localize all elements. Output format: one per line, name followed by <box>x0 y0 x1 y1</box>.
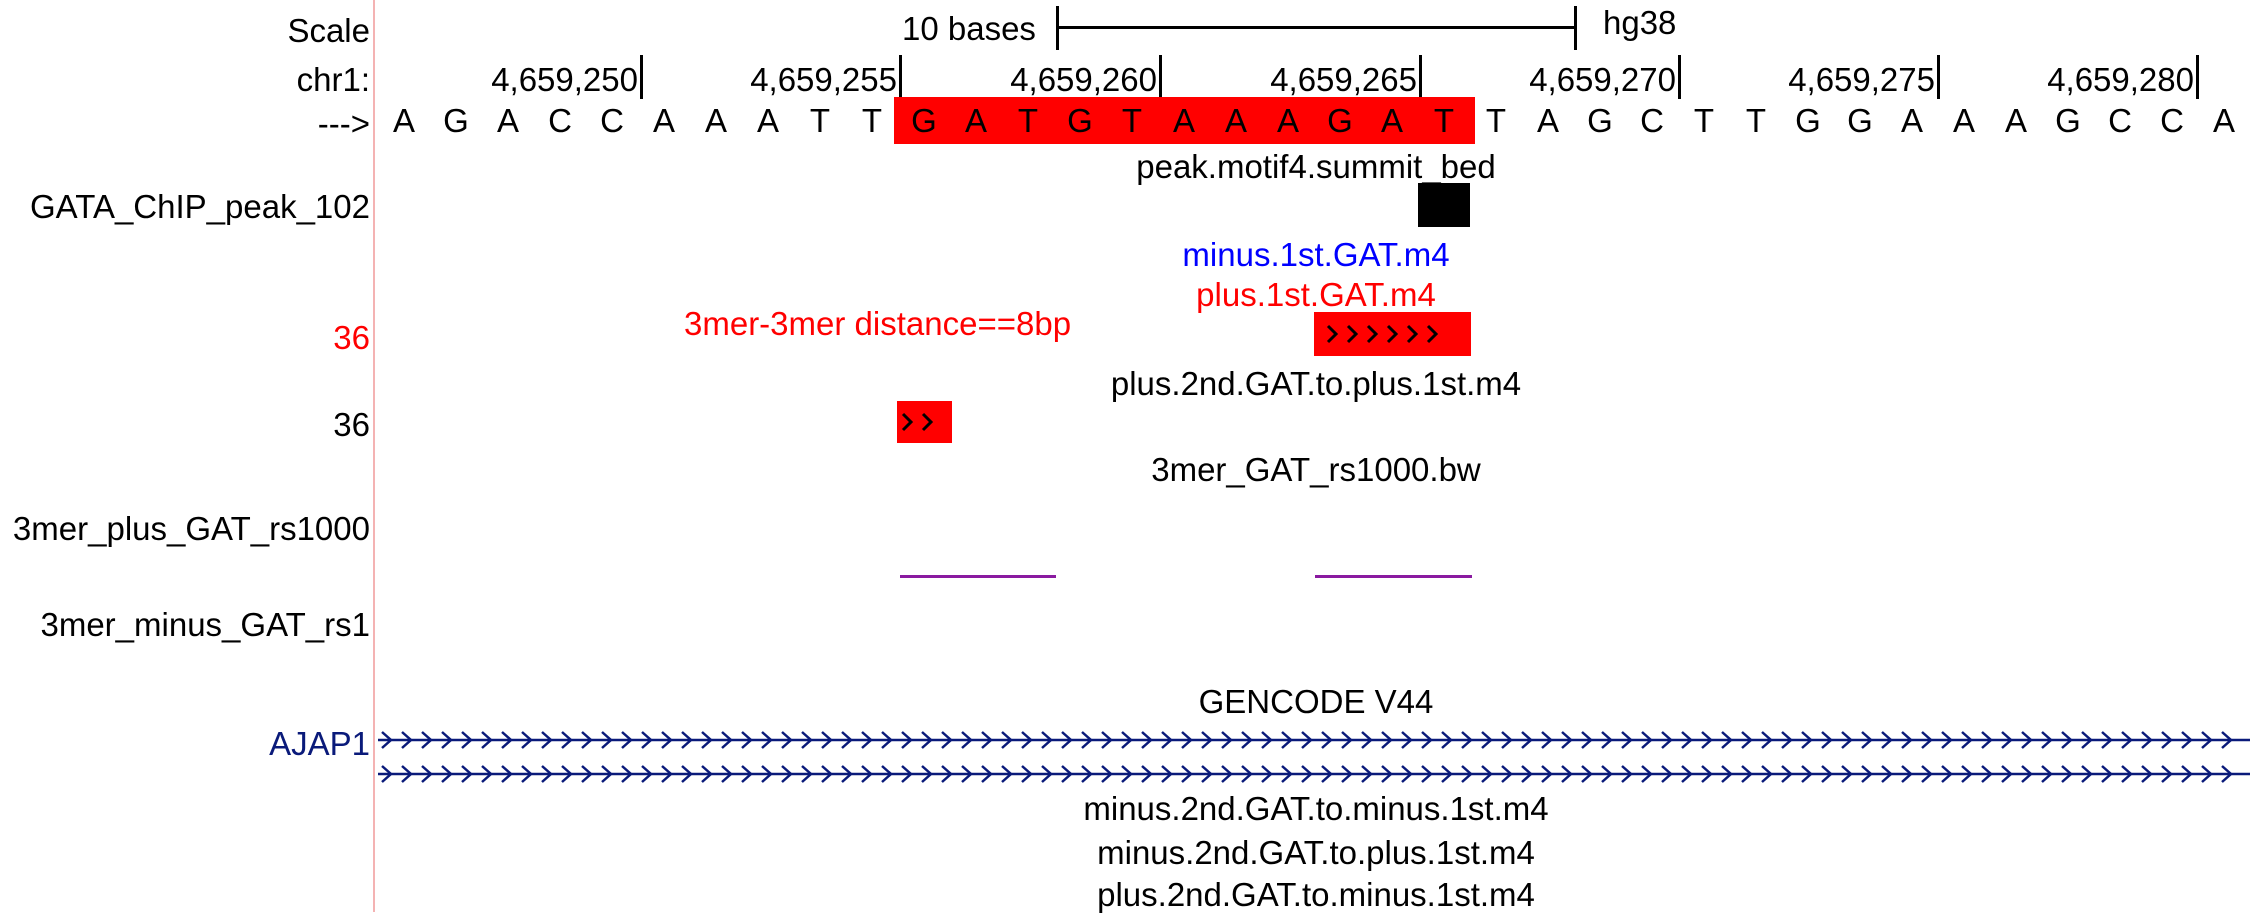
track-label-plus-gat[interactable]: 3mer_plus_GAT_rs1000 <box>12 510 370 547</box>
right-chevron-icon <box>901 412 934 432</box>
sequence-base: G <box>2055 102 2081 139</box>
track-score-black: 36 <box>333 406 370 443</box>
track-title-plus2-to-minus1: plus.2nd.GAT.to.minus.1st.m4 <box>1097 876 1535 913</box>
sequence-base: A <box>2004 102 2028 139</box>
scale-bar-label: 10 bases <box>902 10 1036 47</box>
sequence-base: G <box>1795 102 1821 139</box>
sequence-base: A <box>652 102 676 139</box>
plus-1st-gat-feature[interactable] <box>1314 312 1471 356</box>
track-title-bigwig: 3mer_GAT_rs1000.bw <box>1151 451 1481 488</box>
track-title-summit-bed: peak.motif4.summit_bed <box>1136 148 1496 185</box>
sequence-base: A <box>2212 102 2236 139</box>
track-title-plus2-to-plus1: plus.2nd.GAT.to.plus.1st.m4 <box>1110 365 1522 402</box>
ruler-tick <box>1159 55 1162 99</box>
sequence-base: A <box>964 102 988 139</box>
sequence-base: A <box>496 102 520 139</box>
right-chevron-icon <box>1326 324 1439 344</box>
sequence-base: A <box>1536 102 1560 139</box>
sequence-base: A <box>1952 102 1976 139</box>
sequence-base: C <box>2108 102 2132 139</box>
sequence-base: C <box>1640 102 1664 139</box>
ruler-tick <box>1419 55 1422 99</box>
ruler-position-label: 4,659,280 <box>2047 61 2194 98</box>
sequence-base: A <box>1900 102 1924 139</box>
sequence-base: T <box>1693 102 1715 139</box>
track-label-column: Scale chr1: ---> GATA_ChIP_peak_102 36 3… <box>0 0 370 912</box>
sequence-base: A <box>1172 102 1196 139</box>
sequence-base: G <box>1327 102 1353 139</box>
sequence-base: A <box>392 102 416 139</box>
track-gutter-divider <box>373 0 375 912</box>
ruler-position-label: 4,659,270 <box>1529 61 1676 98</box>
sequence-base: A <box>756 102 780 139</box>
sequence-base: C <box>600 102 624 139</box>
ruler-position-label: 4,659,275 <box>1788 61 1935 98</box>
ruler-position-label: 4,659,250 <box>491 61 638 98</box>
sequence-base: T <box>861 102 883 139</box>
track-title-minus-1st-gat: minus.1st.GAT.m4 <box>1182 236 1450 273</box>
ruler-tick <box>2196 55 2199 99</box>
plus-gat-signal-segment <box>1315 575 1472 578</box>
track-score-red: 36 <box>333 319 370 356</box>
sequence-base: T <box>1433 102 1455 139</box>
track-title-minus2-to-plus1: minus.2nd.GAT.to.plus.1st.m4 <box>1097 834 1535 871</box>
sequence-base: G <box>443 102 469 139</box>
track-title-gencode: GENCODE V44 <box>1198 683 1434 720</box>
scale-bar-line <box>1056 26 1576 29</box>
track-label-minus-gat[interactable]: 3mer_minus_GAT_rs1 <box>40 606 370 643</box>
ruler-tick <box>1937 55 1940 99</box>
distance-annotation: 3mer-3mer distance==8bp <box>684 305 1072 342</box>
track-label-gata-peak[interactable]: GATA_ChIP_peak_102 <box>30 188 370 225</box>
sequence-base: T <box>1017 102 1039 139</box>
sequence-base: G <box>911 102 937 139</box>
plus-2nd-gat-feature[interactable] <box>897 401 952 443</box>
sequence-base: A <box>1224 102 1248 139</box>
sequence-base: A <box>1380 102 1404 139</box>
sequence-base: T <box>809 102 831 139</box>
sequence-base: A <box>704 102 728 139</box>
ruler-tick <box>1678 55 1681 99</box>
sequence-base: G <box>1587 102 1613 139</box>
gene-label-ajap1[interactable]: AJAP1 <box>269 725 370 762</box>
sequence-base: G <box>1067 102 1093 139</box>
ruler-position-label: 4,659,260 <box>1010 61 1157 98</box>
chromosome-label: chr1: <box>296 61 370 98</box>
sequence-base: A <box>1276 102 1300 139</box>
ruler-tick <box>899 55 902 99</box>
sequence-base: C <box>2160 102 2184 139</box>
plus-gat-signal-segment <box>900 575 1056 578</box>
ruler-position-label: 4,659,255 <box>750 61 897 98</box>
scale-bar-right-end <box>1574 6 1577 50</box>
strand-arrow-label: ---> <box>317 105 370 142</box>
sequence-base: T <box>1745 102 1767 139</box>
track-title-minus2-to-minus1: minus.2nd.GAT.to.minus.1st.m4 <box>1083 790 1549 827</box>
motif-highlight-box[interactable] <box>894 97 1475 144</box>
summit-feature-block[interactable] <box>1418 183 1470 227</box>
gene-strand-lines[interactable] <box>378 726 2250 786</box>
assembly-label: hg38 <box>1603 4 1677 41</box>
scale-label: Scale <box>287 12 370 49</box>
sequence-base: C <box>548 102 572 139</box>
sequence-base: T <box>1121 102 1143 139</box>
sequence-base: G <box>1847 102 1873 139</box>
sequence-base: T <box>1485 102 1507 139</box>
ruler-position-label: 4,659,265 <box>1270 61 1417 98</box>
ruler-tick <box>640 55 643 99</box>
track-title-plus-1st-gat: plus.1st.GAT.m4 <box>1196 276 1436 313</box>
